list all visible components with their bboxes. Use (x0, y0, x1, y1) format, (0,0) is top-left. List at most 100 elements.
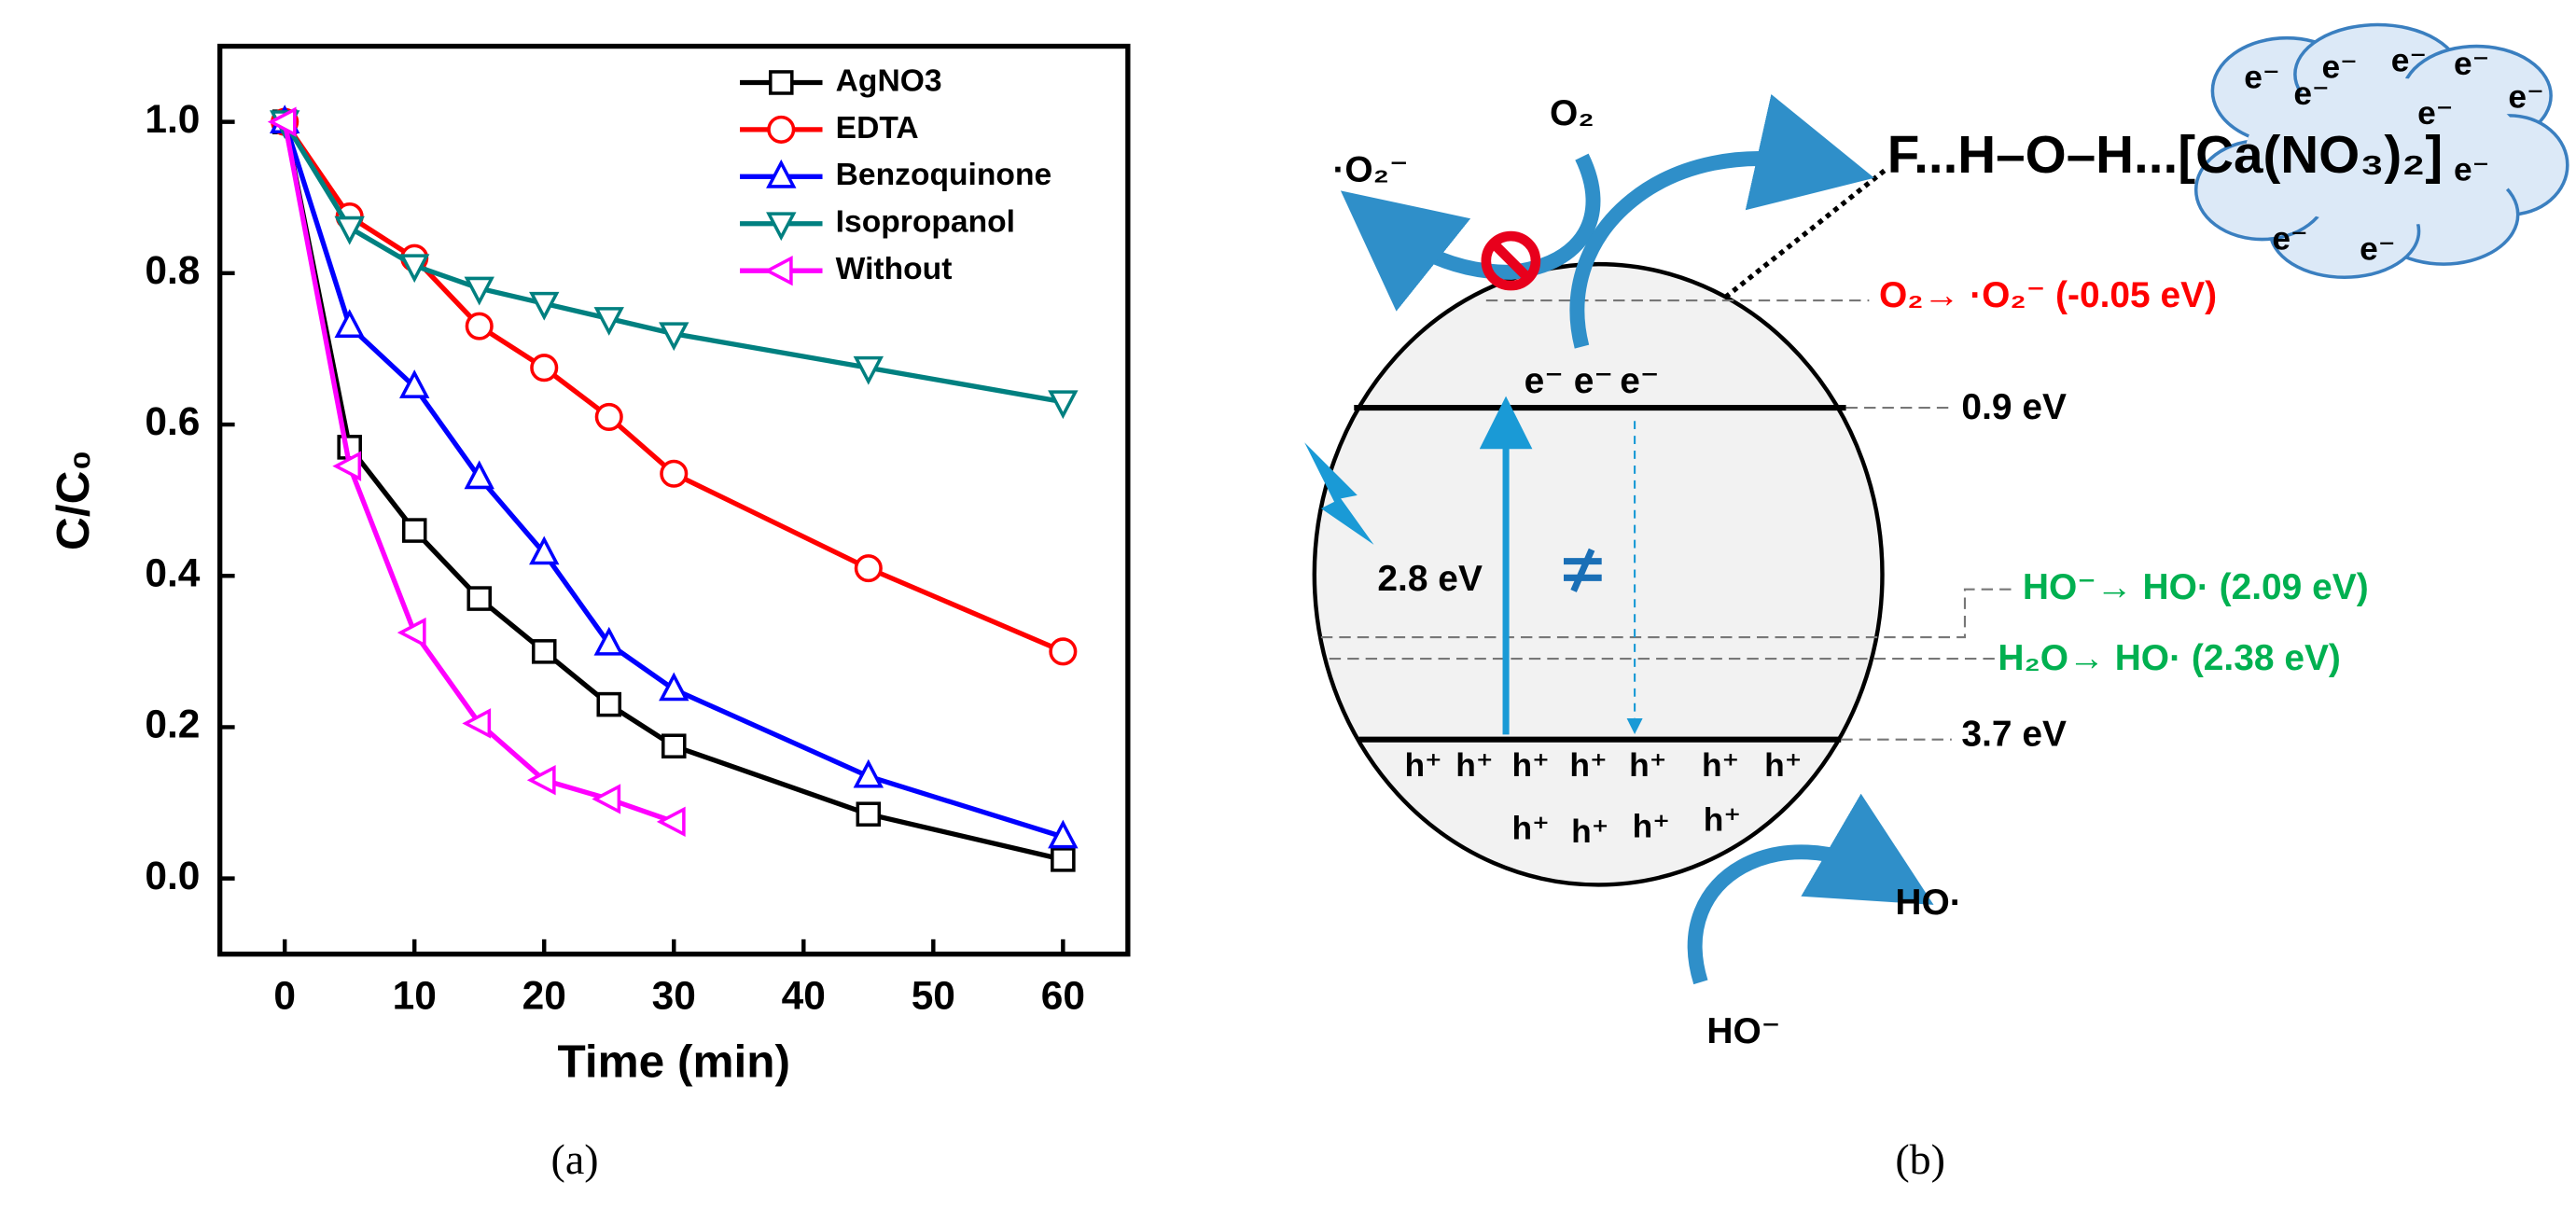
label: ·O₂⁻ (1332, 149, 1408, 189)
data-point (659, 322, 689, 352)
hole: h⁺ (1629, 747, 1666, 784)
cloud-electron: e⁻ (2360, 230, 2395, 267)
data-point (399, 369, 430, 398)
y-tick-label: 0.0 (145, 854, 200, 897)
data-point (334, 309, 365, 338)
legend-label: AgNO3 (836, 63, 942, 98)
cloud-electron: e⁻ (2454, 151, 2489, 188)
hole: h⁺ (1511, 810, 1549, 846)
band-energy: 3.7 eV (1961, 714, 2067, 754)
hole: h⁺ (1571, 814, 1608, 850)
x-tick-label: 50 (912, 974, 955, 1018)
y-tick-label: 0.8 (145, 248, 200, 292)
light-bolt (1304, 442, 1374, 545)
hole: h⁺ (1764, 747, 1802, 784)
data-point (593, 626, 624, 656)
x-tick-label: 10 (393, 974, 437, 1018)
data-point (529, 535, 560, 565)
data-point (593, 307, 624, 336)
data-point (856, 801, 882, 827)
label: HO· (1895, 883, 1961, 923)
electron: e⁻ (1620, 361, 1659, 401)
cloud-electron: e⁻ (2321, 49, 2357, 86)
legend-marker (767, 115, 796, 144)
data-point (592, 784, 621, 814)
legend-marker (763, 255, 793, 286)
x-axis-label: Time (min) (558, 1036, 791, 1087)
cloud-electron: e⁻ (2454, 46, 2489, 82)
data-point (531, 639, 557, 664)
diagram: O₂ ·O₂⁻ F...H–O–H...[Ca(NO₃)₂] O₂→ ·O₂⁻ … (1304, 22, 2569, 1051)
legend-label: EDTA (836, 111, 919, 146)
data-point (1048, 819, 1079, 849)
flow-arrows (1340, 93, 1934, 985)
data-point (334, 216, 365, 245)
data-point (397, 617, 426, 648)
data-point (332, 451, 362, 481)
data-point (1049, 637, 1078, 666)
hole: h⁺ (1704, 802, 1741, 839)
data-point (462, 708, 492, 739)
cloud (2193, 22, 2569, 280)
y-tick-label: 0.6 (145, 399, 200, 443)
data-point (1048, 390, 1079, 420)
formula: F...H–O–H...[Ca(NO₃)₂] (1887, 125, 2443, 184)
hole: h⁺ (1702, 747, 1739, 784)
x-tick-label: 40 (782, 974, 826, 1018)
data-point (529, 291, 560, 321)
potential: O₂→ ·O₂⁻ (-0.05 eV) (1879, 275, 2217, 315)
cloud-electron: e⁻ (2391, 43, 2427, 79)
data-point (656, 806, 686, 838)
data-point (660, 459, 689, 488)
data-point (401, 518, 427, 543)
legend-label: Benzoquinone (836, 158, 1052, 192)
data-point (464, 276, 494, 306)
potential: HO⁻→ HO· (2.09 eV) (2023, 567, 2369, 607)
legend-marker (769, 70, 794, 95)
data-point (399, 254, 430, 284)
level-lines (1320, 299, 2015, 741)
cloud-electron: e⁻ (2293, 76, 2329, 112)
gap-energy: 2.8 eV (1377, 559, 1483, 599)
data-point (530, 354, 559, 382)
cloud-electron: e⁻ (2508, 79, 2543, 116)
data-point (854, 554, 883, 583)
data-point (267, 106, 297, 137)
caption: (b) (1895, 1135, 1945, 1183)
x-tick-label: 60 (1041, 974, 1085, 1018)
data-point (466, 586, 492, 611)
cloud-electron: e⁻ (2244, 59, 2279, 95)
label: HO⁻ (1706, 1011, 1780, 1051)
data-point (659, 672, 689, 702)
y-tick-label: 1.0 (145, 97, 200, 141)
data-point (853, 758, 884, 788)
y-axis-label: C/C₀ (48, 450, 99, 550)
band-energy: 0.9 eV (1961, 387, 2067, 427)
hole: h⁺ (1633, 809, 1670, 845)
cloud-electron: e⁻ (2272, 221, 2307, 257)
x-tick-label: 0 (273, 974, 296, 1018)
data-point (465, 312, 494, 341)
legend-marker (766, 159, 797, 188)
potential: H₂O→ HO· (2.38 eV) (1998, 638, 2341, 678)
y-tick-label: 0.4 (145, 550, 200, 594)
data-point (594, 402, 623, 431)
series-line (282, 120, 1065, 654)
x-tick-label: 20 (522, 974, 566, 1018)
electron: e⁻ (1574, 361, 1613, 401)
hole: h⁺ (1569, 747, 1607, 784)
legend-label: Without (836, 252, 953, 286)
blocked-symbol (1563, 548, 1602, 592)
legend-marker (766, 212, 797, 242)
data-point (661, 733, 687, 758)
data-point (596, 691, 622, 717)
cloud-electron: e⁻ (2417, 95, 2453, 132)
particle (1312, 261, 1885, 887)
data-point (1051, 847, 1076, 872)
x-tick-label: 30 (652, 974, 696, 1018)
electron: e⁻ (1525, 361, 1564, 401)
data-point (464, 460, 494, 490)
hole: h⁺ (1404, 747, 1441, 784)
